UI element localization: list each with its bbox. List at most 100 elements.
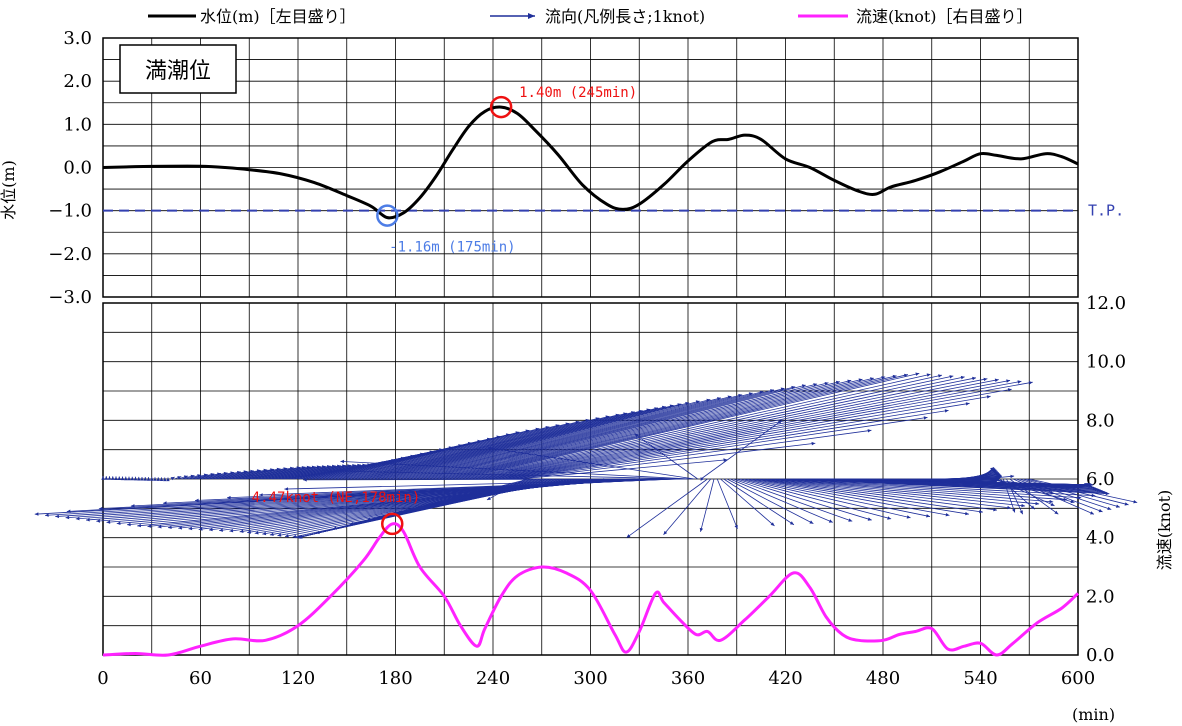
max-water-level-marker bbox=[489, 95, 513, 119]
flow-direction-arrowhead bbox=[979, 509, 983, 514]
flow-direction-vector bbox=[232, 466, 301, 480]
flow-direction-arrowhead bbox=[1049, 499, 1054, 504]
time-tick-label: 0 bbox=[97, 668, 108, 689]
flow-direction-vector bbox=[421, 387, 785, 480]
flow-direction-vector bbox=[626, 478, 708, 538]
flow-direction-arrowhead bbox=[106, 520, 111, 524]
flow-direction-vector bbox=[512, 429, 872, 480]
flow-direction-vector bbox=[375, 408, 651, 480]
flow-direction-arrowhead bbox=[143, 477, 147, 481]
flow-direction-vector bbox=[213, 469, 261, 480]
flow-direction-vector bbox=[321, 470, 689, 480]
flow-direction-arrowhead bbox=[1035, 501, 1040, 506]
tide-state-label: 満潮位 bbox=[145, 59, 211, 84]
flow-direction-vector bbox=[505, 409, 949, 480]
flow-direction-vector bbox=[265, 464, 352, 480]
flow-direction-arrowhead bbox=[127, 476, 131, 481]
flow-direction-arrowhead bbox=[284, 534, 289, 538]
time-tick-label: 480 bbox=[866, 668, 900, 689]
tp-reference-label: T.P. bbox=[1088, 202, 1124, 220]
flow-direction-arrowhead bbox=[809, 520, 814, 524]
flow-direction-arrowhead bbox=[904, 373, 908, 378]
water-level-series-line bbox=[102, 105, 1079, 220]
flow-direction-arrowhead bbox=[259, 493, 263, 497]
flow-direction-arrowhead bbox=[1007, 505, 1011, 510]
flow-direction-vector bbox=[437, 381, 840, 480]
flow-direction-vector bbox=[418, 389, 775, 480]
water-level-tick-label: 3.0 bbox=[63, 28, 92, 49]
flow-direction-arrowhead bbox=[120, 476, 125, 481]
flow-direction-arrowhead bbox=[101, 476, 105, 480]
flow-direction-vector bbox=[473, 376, 965, 480]
current-speed-series-line bbox=[102, 522, 1080, 657]
flow-direction-vector bbox=[746, 478, 931, 517]
flow-direction-vector bbox=[239, 466, 311, 480]
flow-direction-vector bbox=[634, 433, 698, 480]
flow-direction-vector bbox=[1025, 478, 1129, 506]
flow-direction-arrowhead bbox=[778, 420, 782, 424]
flow-direction-arrowhead bbox=[923, 416, 928, 420]
flow-direction-vector bbox=[476, 377, 977, 480]
flow-direction-vector bbox=[284, 478, 682, 490]
flow-direction-arrowhead bbox=[254, 531, 259, 535]
flow-direction-vector bbox=[193, 473, 222, 480]
x-axis-unit-label: (min) bbox=[1072, 705, 1115, 724]
legend-direction-label: 流向(凡例長さ;1knot) bbox=[545, 7, 705, 26]
current-speed-tick-labels: 12.010.08.06.04.02.00.0 bbox=[1086, 293, 1126, 666]
flow-direction-arrowhead bbox=[811, 441, 816, 446]
flow-direction-vector bbox=[210, 470, 255, 480]
flow-direction-arrowhead bbox=[133, 476, 138, 481]
flow-direction-arrowhead bbox=[277, 533, 282, 537]
flow-direction-arrowhead bbox=[157, 525, 162, 529]
flow-direction-vector bbox=[466, 374, 943, 480]
flow-direction-arrowhead bbox=[915, 372, 920, 376]
flow-direction-arrowhead bbox=[801, 384, 806, 388]
flow-direction-vector bbox=[772, 478, 1054, 503]
flow-direction-vector bbox=[1009, 478, 1059, 515]
flow-direction-arrowhead bbox=[993, 507, 997, 512]
flow-direction-arrowhead bbox=[700, 477, 705, 481]
flow-direction-vector bbox=[775, 478, 1068, 501]
flow-direction-arrows bbox=[34, 372, 1138, 539]
flow-direction-vector bbox=[1016, 478, 1103, 513]
flow-direction-arrowhead bbox=[178, 526, 182, 530]
flow-direction-arrowhead bbox=[938, 374, 942, 378]
min-water-level-marker bbox=[376, 204, 399, 227]
flow-direction-arrowhead bbox=[813, 383, 818, 387]
flow-direction-vector bbox=[765, 478, 1026, 507]
flow-direction-arrowhead bbox=[867, 517, 872, 521]
water-level-tick-label: 0.0 bbox=[63, 158, 92, 179]
flow-direction-arrowhead bbox=[147, 524, 152, 528]
water-level-tick-label: 1.0 bbox=[63, 114, 92, 135]
flow-direction-vector bbox=[492, 381, 1033, 480]
flow-direction-arrowhead bbox=[944, 409, 949, 413]
flow-direction-arrowhead bbox=[1072, 485, 1077, 489]
current-speed-tick-label: 0.0 bbox=[1086, 645, 1115, 666]
flow-direction-vector bbox=[190, 473, 215, 480]
flow-direction-arrowhead bbox=[1116, 504, 1120, 508]
flow-direction-vector bbox=[245, 466, 321, 480]
flow-direction-vector bbox=[333, 429, 530, 480]
flow-direction-vector bbox=[726, 478, 814, 524]
current-speed-tick-label: 10.0 bbox=[1086, 352, 1126, 373]
flow-direction-arrowhead bbox=[111, 476, 115, 480]
flow-direction-vector bbox=[457, 374, 909, 480]
flow-direction-arrowhead bbox=[1074, 485, 1079, 489]
flow-direction-vector bbox=[999, 478, 1035, 510]
flow-direction-vector bbox=[268, 464, 357, 480]
flow-direction-arrowhead bbox=[170, 477, 175, 481]
flow-direction-vector bbox=[502, 402, 970, 480]
flow-direction-arrowhead bbox=[195, 498, 199, 503]
flow-direction-arrowhead bbox=[1019, 510, 1023, 515]
flow-direction-vector bbox=[369, 411, 635, 480]
flow-direction-arrowhead bbox=[634, 434, 639, 438]
flow-direction-arrowhead bbox=[1030, 505, 1035, 510]
flow-direction-vector bbox=[463, 373, 931, 480]
time-tick-label: 600 bbox=[1061, 668, 1095, 689]
flow-direction-vector bbox=[356, 417, 600, 480]
flow-direction-vector bbox=[385, 404, 674, 480]
flow-direction-arrowhead bbox=[219, 528, 223, 532]
flow-direction-arrowhead bbox=[486, 496, 491, 500]
flow-direction-vector bbox=[203, 471, 241, 480]
flow-direction-arrowhead bbox=[723, 458, 728, 462]
